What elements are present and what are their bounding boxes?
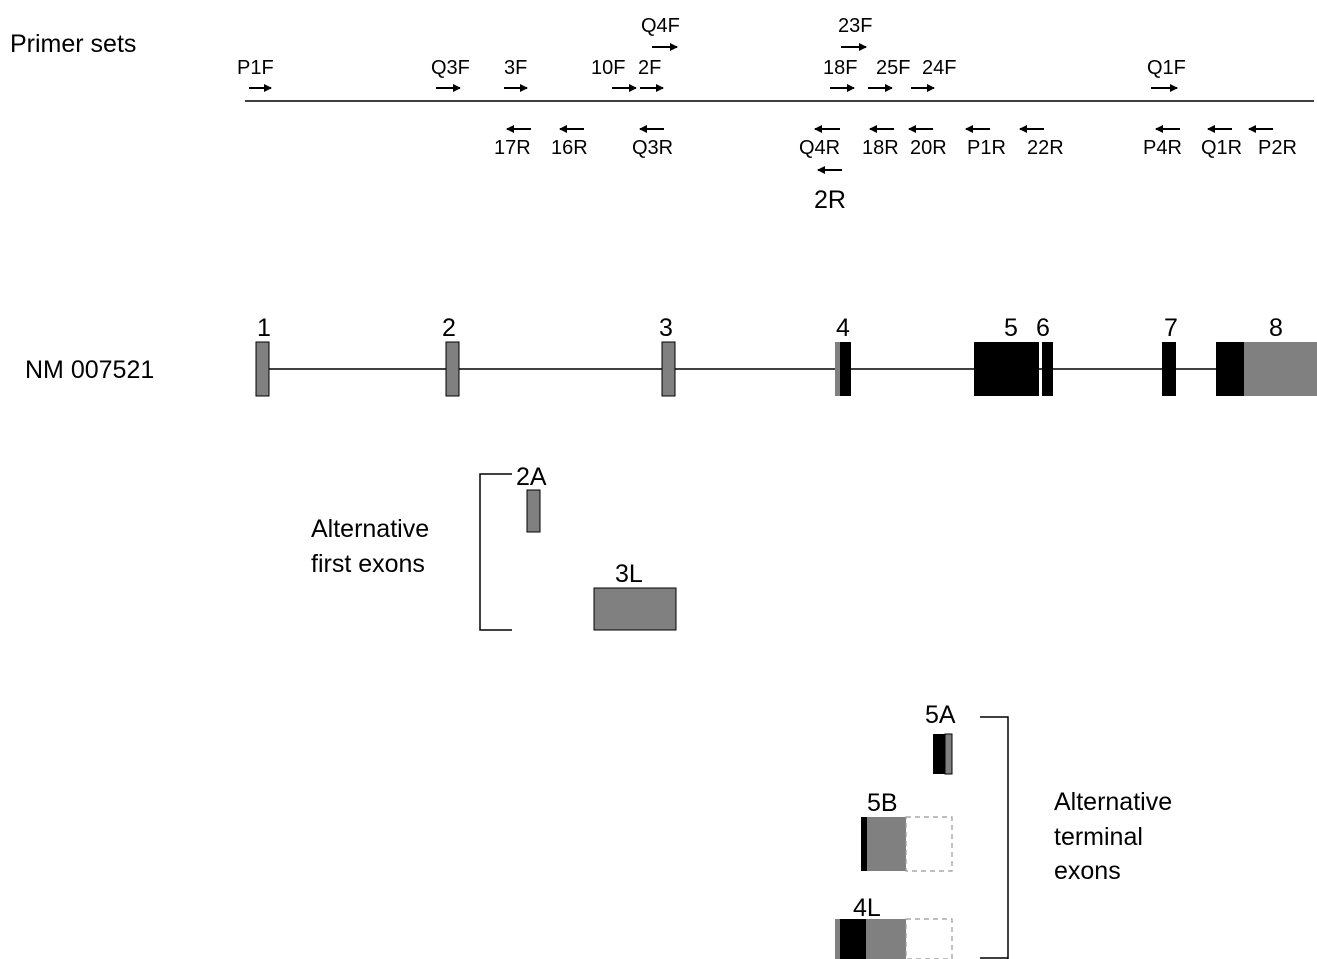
forward-primer-Q4F: Q4F [641, 15, 680, 51]
forward-primer-24F: 24F [911, 57, 956, 92]
svg-text:exons: exons [1054, 857, 1121, 885]
reverse-primer-17R: 17R [494, 125, 531, 159]
svg-text:Alternative: Alternative [1054, 788, 1172, 816]
svg-text:20R: 20R [910, 137, 947, 159]
forward-primer-Q3F: Q3F [431, 57, 470, 92]
svg-text:Q3F: Q3F [431, 57, 470, 79]
svg-text:7: 7 [1164, 314, 1178, 342]
reverse-primer-P2R: P2R [1248, 125, 1297, 159]
alt-terminal-exons-label: Alternative terminal exons [1054, 788, 1172, 885]
exon-2: 2 [442, 314, 460, 397]
svg-text:P2R: P2R [1258, 137, 1297, 159]
svg-text:first exons: first exons [311, 550, 425, 578]
svg-text:Alternative: Alternative [311, 515, 429, 543]
exon-4L: 4L [835, 894, 953, 959]
svg-text:3L: 3L [615, 560, 643, 588]
svg-text:Q4F: Q4F [641, 15, 680, 37]
svg-text:4L: 4L [853, 894, 881, 922]
exon-3L: 3L [593, 560, 677, 631]
svg-text:Q3R: Q3R [632, 137, 673, 159]
svg-text:23F: 23F [838, 15, 872, 37]
exon-2A: 2A [516, 463, 547, 533]
alt-terminal-bracket [980, 716, 1009, 959]
svg-text:3F: 3F [504, 57, 527, 79]
forward-primer-2F: 2F [638, 57, 664, 92]
svg-text:2R: 2R [814, 186, 846, 214]
svg-text:10F: 10F [591, 57, 625, 79]
reverse-primer-22R: 22R [1019, 125, 1064, 159]
exon-7: 7 [1162, 314, 1178, 396]
exon-5: 5 [974, 314, 1039, 396]
forward-primer-3F: 3F [504, 57, 528, 92]
exon-5B: 5B [861, 789, 953, 872]
svg-text:Q1R: Q1R [1201, 137, 1242, 159]
svg-text:terminal: terminal [1054, 823, 1143, 851]
exon-5A: 5A [925, 701, 956, 775]
svg-text:Q1F: Q1F [1147, 57, 1186, 79]
svg-text:5B: 5B [867, 789, 898, 817]
svg-text:18R: 18R [862, 137, 899, 159]
forward-primer-Q1F: Q1F [1147, 57, 1186, 92]
reverse-primer-Q3R: Q3R [632, 125, 673, 159]
svg-text:Q4R: Q4R [799, 137, 840, 159]
svg-text:4: 4 [836, 314, 850, 342]
reverse-primer-18R: 18R [862, 125, 899, 159]
reverse-primer-P1R: P1R [965, 125, 1006, 159]
svg-text:1: 1 [257, 314, 271, 342]
reverse-primer-P4R: P4R [1143, 125, 1182, 159]
svg-text:2: 2 [442, 314, 456, 342]
exon-1: 1 [255, 314, 271, 397]
svg-text:16R: 16R [551, 137, 588, 159]
forward-primer-23F: 23F [838, 15, 872, 51]
svg-text:P4R: P4R [1143, 137, 1182, 159]
svg-text:2F: 2F [638, 57, 661, 79]
alt-first-exons-label: Alternative first exons [311, 515, 429, 578]
forward-primer-P1F: P1F [237, 57, 274, 92]
svg-text:24F: 24F [922, 57, 956, 79]
svg-text:25F: 25F [876, 57, 910, 79]
svg-text:3: 3 [659, 314, 673, 342]
exon-8: 8 [1216, 314, 1317, 396]
svg-text:5: 5 [1004, 314, 1018, 342]
exon-3: 3 [659, 314, 676, 397]
reverse-primer-16R: 16R [551, 125, 588, 159]
svg-text:P1R: P1R [967, 137, 1006, 159]
reverse-primer-2R: 2R [814, 166, 846, 214]
svg-text:17R: 17R [494, 137, 531, 159]
svg-text:P1F: P1F [237, 57, 274, 79]
svg-text:5A: 5A [925, 701, 956, 729]
primer-sets-title: Primer sets [10, 30, 136, 58]
forward-primer-10F: 10F [591, 57, 637, 92]
forward-primer-25F: 25F [868, 57, 910, 92]
svg-text:6: 6 [1036, 314, 1050, 342]
svg-text:18F: 18F [823, 57, 857, 79]
forward-primer-18F: 18F [823, 57, 857, 92]
reverse-primer-20R: 20R [908, 125, 947, 159]
reverse-primer-Q4R: Q4R [799, 125, 840, 159]
reverse-primer-Q1R: Q1R [1201, 125, 1242, 159]
svg-text:2A: 2A [516, 463, 547, 491]
svg-text:8: 8 [1269, 314, 1283, 342]
exon-6: 6 [1036, 314, 1053, 396]
alt-first-bracket [479, 473, 512, 631]
gene-name: NM 007521 [25, 356, 154, 384]
exon-4: 4 [835, 314, 851, 396]
svg-text:22R: 22R [1027, 137, 1064, 159]
